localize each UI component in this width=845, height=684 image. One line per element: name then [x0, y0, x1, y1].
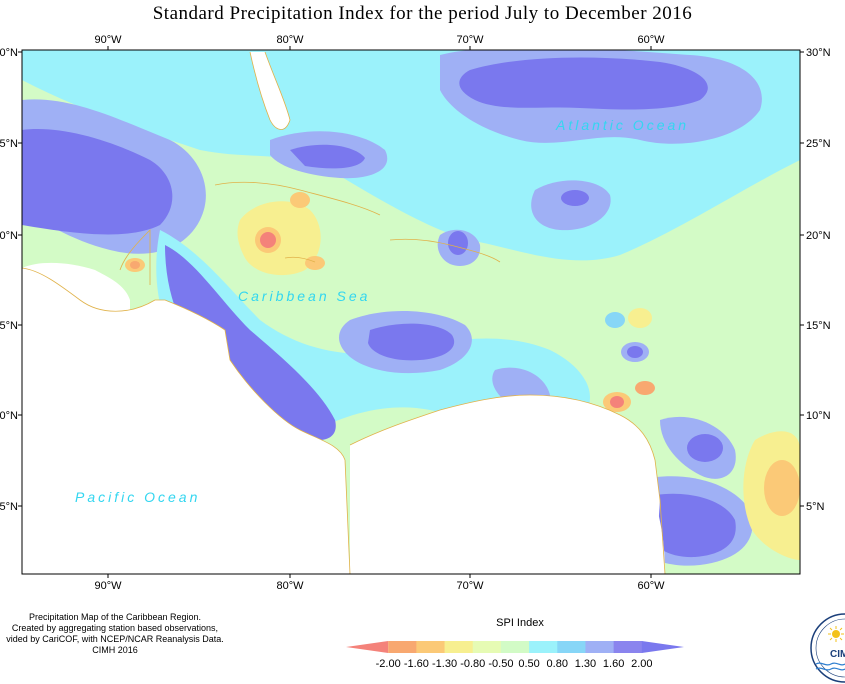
spi-zone-antilles-core [627, 346, 643, 358]
wave-icon-2 [815, 667, 845, 671]
tick-right-1: 25°N [806, 138, 831, 150]
colorbar-segment-8 [585, 641, 615, 653]
spi-zone-yucatan-drier [130, 261, 140, 269]
tick-right-2: 20°N [806, 230, 831, 242]
colorbar-label-7: 1.30 [575, 658, 596, 670]
spi-zone-cayman-dry [305, 256, 325, 270]
land-central-america [22, 268, 350, 574]
sun-icon [828, 626, 844, 642]
spi-zone-central-america [165, 245, 336, 440]
spi-colorbar: -2.00 -1.60 -1.30 -0.80 -0.50 0.50 0.80 1.30 1.6… [346, 641, 684, 670]
map-frame [21, 49, 801, 575]
colorbar-label-9: 2.00 [631, 658, 652, 670]
colorbar-segment-0 [346, 641, 389, 653]
colorbar-segment-1 [388, 641, 417, 653]
label-pacific-ocean: Pacific Ocean [75, 489, 200, 505]
spi-zone-guianas-core [687, 434, 723, 462]
logo-text: CIM [830, 649, 845, 660]
tick-bottom-2: 70°W [456, 580, 484, 592]
tick-left-2: 20°N [0, 230, 18, 242]
wave-icon [815, 662, 845, 666]
colorbar-segment-9 [613, 641, 643, 653]
spi-zone-central-core [368, 323, 455, 361]
colorbar-label-8: 1.60 [603, 658, 624, 670]
spi-zone-gulf-core [22, 129, 173, 235]
coast-hispaniola [389, 238, 501, 263]
colorbar-label-1: -1.60 [404, 658, 429, 670]
tick-left-4: 10°N [0, 410, 18, 422]
coast-yucatan [119, 229, 151, 285]
colorbar-segment-3 [444, 641, 474, 653]
land-mexico [22, 262, 130, 315]
legend-title: SPI Index [496, 617, 544, 629]
spi-zone-cuba-dry [290, 192, 310, 208]
tick-left-1: 25°N [0, 138, 18, 150]
credit-line-2: Created by aggregating station based obs… [11, 623, 219, 633]
tick-top-0: 90°W [94, 34, 122, 46]
colorbar-segment-10 [641, 641, 684, 653]
colorbar-segment-7 [557, 641, 586, 653]
credit-line-4: CIMH 2016 [92, 645, 138, 655]
land-south-america-edge [640, 500, 665, 574]
spi-zone-hispaniola-core [448, 231, 468, 255]
tick-bottom-3: 60°W [637, 580, 665, 592]
spi-zone-east-drier [764, 460, 800, 516]
spi-zone-jamaica-driest [260, 232, 276, 248]
map-title: Standard Precipitation Index for the per… [152, 3, 693, 24]
tick-right-5: 5°N [806, 501, 825, 513]
colorbar-label-0: -2.00 [376, 658, 401, 670]
tick-right-3: 15°N [806, 320, 831, 332]
tick-top-1: 80°W [276, 34, 304, 46]
tick-bottom-0: 90°W [94, 580, 122, 592]
precipitation-field [22, 50, 800, 574]
tick-top-2: 70°W [456, 34, 484, 46]
tick-left-0: 30°N [0, 47, 18, 59]
credit-line-3: vided by CariCOF, with NCEP/NCAR Reanaly… [6, 634, 224, 644]
tick-right-0: 30°N [806, 47, 831, 59]
spi-zone-bahamas-core [290, 144, 365, 169]
colorbar-label-3: -0.80 [460, 658, 485, 670]
spi-zone-atlantic-core [459, 57, 708, 110]
coast-florida [249, 51, 291, 130]
coastlines [22, 51, 666, 574]
colorbar-label-4: -0.50 [488, 658, 513, 670]
spi-zone-antilles-cyan [605, 312, 625, 328]
land-south-america [350, 395, 660, 574]
tick-bottom-1: 80°W [276, 580, 304, 592]
tick-left-5: 5°N [0, 501, 18, 513]
logo-inner-ring [815, 618, 845, 678]
spi-zone-trinidad-driest [610, 396, 624, 408]
spi-zone-atlantic-mid-core [561, 190, 589, 206]
tick-right-4: 10°N [806, 410, 831, 422]
colorbar-segment-5 [500, 641, 530, 653]
tick-top-3: 60°W [637, 34, 665, 46]
credit-text: Precipitation Map of the Caribbean Regio… [0, 612, 230, 656]
colorbar-label-6: 0.80 [547, 658, 568, 670]
axis-ticks: 90°W 80°W 70°W 60°W 90°W 80°W 70°W 60°W 30°N 25°N… [0, 34, 831, 592]
colorbar-label-2: -1.30 [432, 658, 457, 670]
land-florida [250, 52, 290, 130]
colorbar-segment-4 [472, 641, 502, 653]
colorbar-label-5: 0.50 [518, 658, 539, 670]
coast-cuba [214, 181, 381, 216]
colorbar-segment-2 [416, 641, 446, 653]
label-atlantic-ocean: Atlantic Ocean [555, 117, 689, 133]
colorbar-segment-6 [529, 641, 558, 653]
coast-central-america [22, 267, 351, 574]
cimh-logo: CIM [810, 613, 845, 683]
tick-left-3: 15°N [0, 320, 18, 332]
spi-zone-antilles-dry [628, 308, 652, 328]
coast-jamaica [284, 256, 316, 263]
coast-south-america [349, 394, 666, 574]
credit-line-1: Precipitation Map of the Caribbean Regio… [28, 612, 202, 622]
spi-zone-tobago-dry [635, 381, 655, 395]
label-caribbean-sea: Caribbean Sea [238, 288, 370, 304]
spi-zone-south-core [647, 493, 736, 558]
